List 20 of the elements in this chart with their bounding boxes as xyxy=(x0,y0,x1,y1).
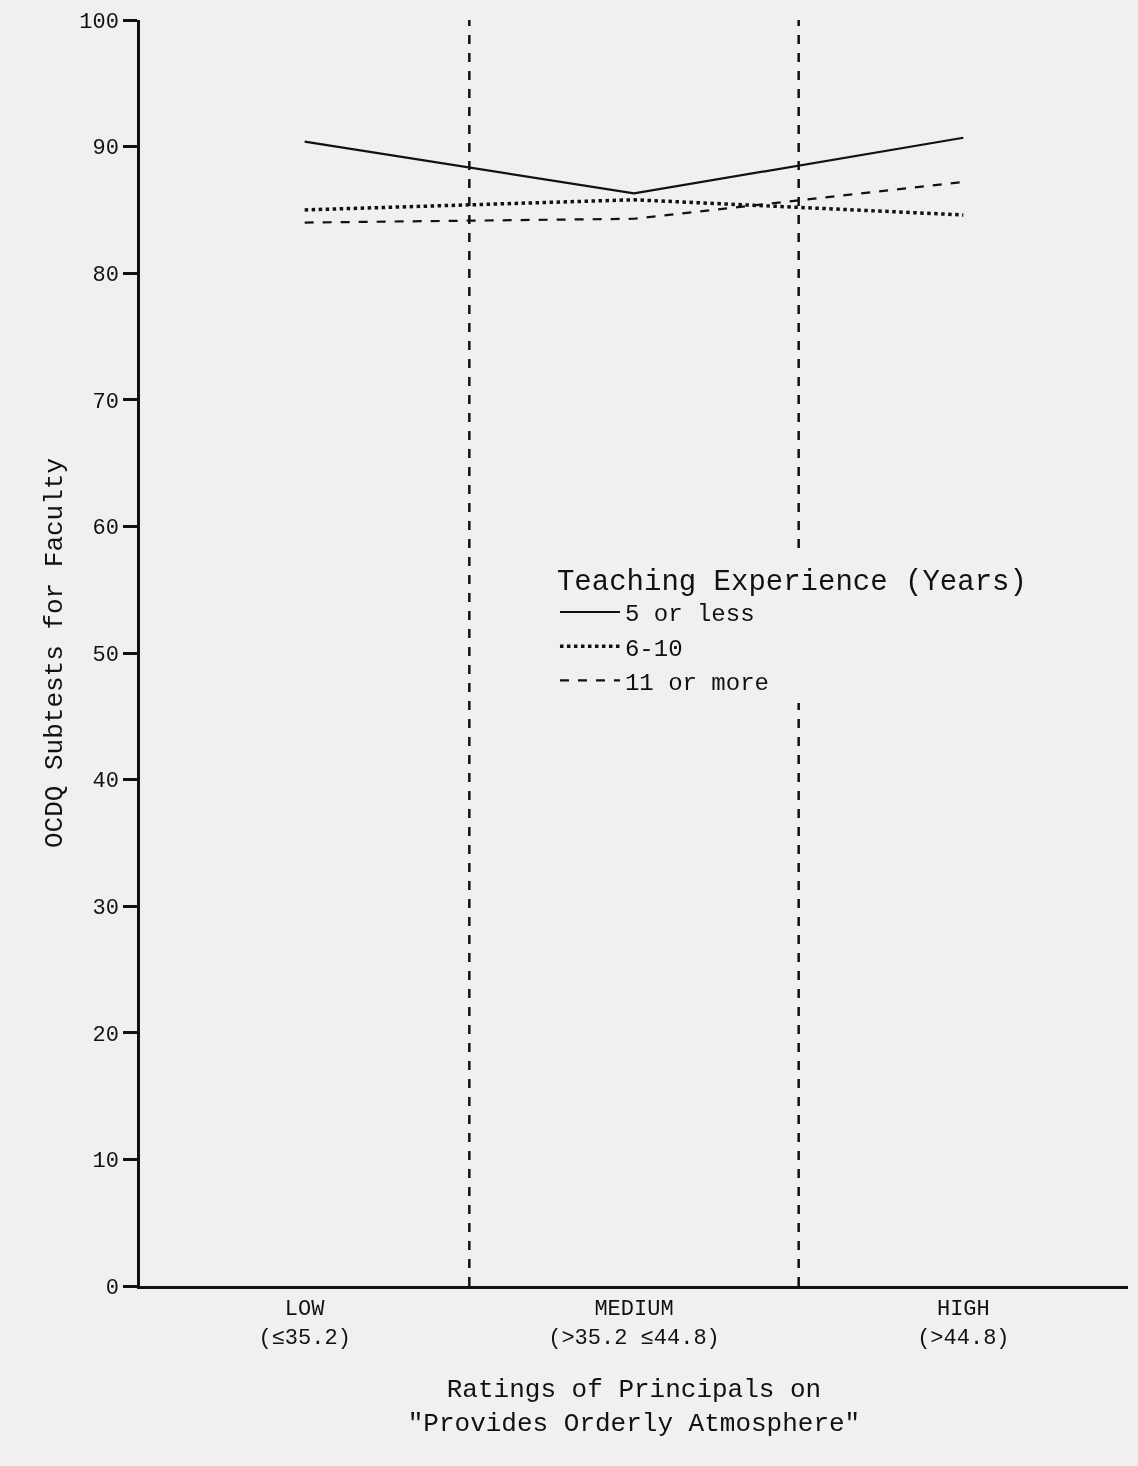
y-tick-label: 20 xyxy=(92,1022,119,1048)
y-tick-label: 80 xyxy=(92,262,119,288)
y-axis-title: OCDQ Subtests for Faculty xyxy=(39,457,70,849)
y-tick-label: 30 xyxy=(92,895,119,921)
y-tick-label: 10 xyxy=(92,1149,119,1175)
x-tick-label: MEDIUM (>35.2 ≤44.8) xyxy=(548,1297,720,1351)
y-tick-label: 50 xyxy=(92,642,119,668)
y-tick-label: 70 xyxy=(92,389,119,415)
y-tick-label: 60 xyxy=(92,516,119,542)
x-axis-title: Ratings of Principals on "Provides Orderly Atmosphere" xyxy=(407,1375,861,1440)
legend-label: 6-10 xyxy=(624,635,683,663)
y-tick-label: 0 xyxy=(105,1275,119,1301)
y-tick-label: 100 xyxy=(79,9,119,35)
legend-label: 11 or more xyxy=(624,669,769,697)
x-tick-label: HIGH (>44.8) xyxy=(917,1297,1010,1351)
legend-title: Teaching Experience (Years) xyxy=(556,565,1027,599)
legend-label: 5 or less xyxy=(624,601,755,629)
y-tick-label: 90 xyxy=(92,136,119,162)
x-tick-label: LOW (≤35.2) xyxy=(258,1297,351,1351)
y-tick-label: 40 xyxy=(92,769,119,795)
